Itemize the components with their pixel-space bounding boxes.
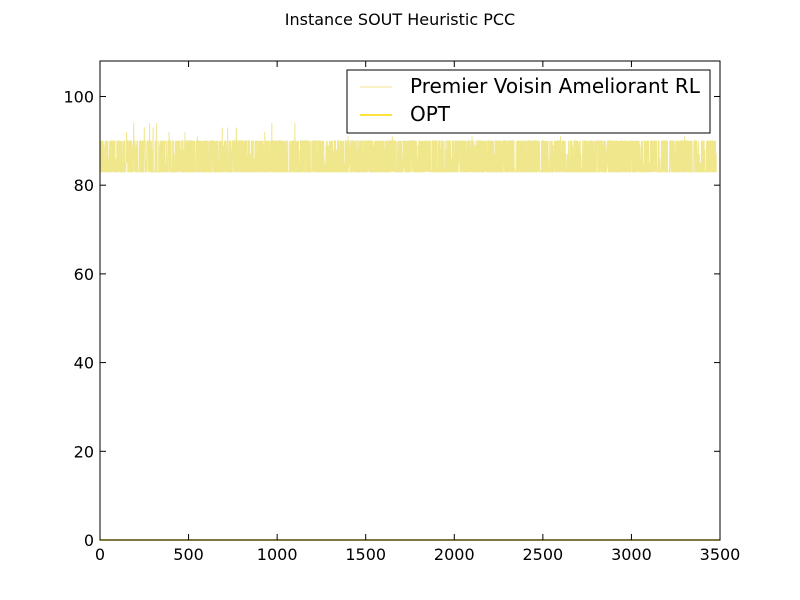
legend-box [346,69,711,134]
x-tick-label: 2500 [522,545,563,564]
x-tick-label: 500 [173,545,204,564]
y-axis: 0 20 40 60 80 100 [63,87,720,550]
x-tick-label: 0 [95,545,105,564]
legend-label-series-2: OPT [410,102,451,126]
y-tick-label: 40 [74,354,94,373]
x-tick-label: 1000 [257,545,298,564]
chart-title: Instance SOUT Heuristic PCC [285,10,515,29]
x-tick-label: 1500 [345,545,386,564]
x-tick-label: 2000 [434,545,475,564]
plot-area [99,123,720,541]
legend-label-series-1: Premier Voisin Ameliorant RL [410,74,701,98]
x-axis: 0 500 1000 1500 2000 2500 3000 3500 [95,61,740,564]
x-tick-label: 3000 [611,545,652,564]
y-tick-label: 0 [84,531,94,550]
y-tick-label: 80 [74,176,94,195]
y-tick-label: 100 [63,87,94,106]
x-tick-label: 3500 [700,545,741,564]
plot-frame [99,60,721,541]
y-tick-label: 20 [74,442,94,461]
y-tick-label: 60 [74,265,94,284]
series-line-premier-voisin [99,123,717,173]
legend: Premier Voisin Ameliorant RL OPT [346,69,711,134]
